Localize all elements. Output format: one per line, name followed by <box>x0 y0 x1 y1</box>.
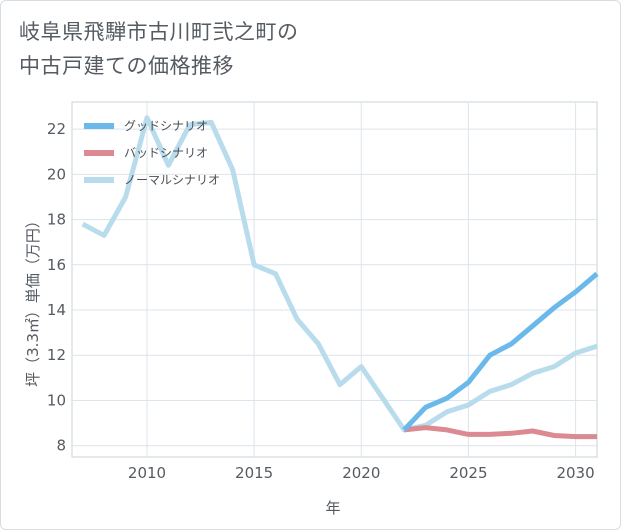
y-tick-label: 20 <box>47 165 66 183</box>
series-lines <box>81 115 599 440</box>
plot-area <box>71 101 598 458</box>
x-axis-label: 年 <box>325 499 340 517</box>
y-tick-label: 10 <box>47 391 66 409</box>
y-tick-label: 12 <box>47 346 66 364</box>
y-axis-label: 坪（3.3㎡）単価（万円） <box>24 213 42 387</box>
grid <box>71 101 598 458</box>
x-tick-label: 2010 <box>128 464 166 482</box>
y-tick-label: 18 <box>47 211 66 229</box>
series-line-0 <box>402 271 599 432</box>
chart-title-line-2: 中古戸建ての価格推移 <box>19 54 234 78</box>
chart-title-line-1: 岐阜県飛騨市古川町弐之町の <box>19 20 299 44</box>
x-tick-label: 2015 <box>235 464 273 482</box>
y-tick-label: 8 <box>56 437 66 455</box>
y-tick-label: 14 <box>47 301 66 319</box>
legend-label-0: グッドシナリオ <box>124 119 208 133</box>
chart-title: 岐阜県飛騨市古川町弐之町の 中古戸建ての価格推移 <box>19 15 299 83</box>
axes: 8 10 12 14 16 18 20 22 2010 2015 2020 2025 2030 <box>47 120 595 482</box>
y-tick-label: 22 <box>47 120 66 138</box>
series-line-2 <box>81 115 598 433</box>
legend-label-2: ノーマルシナリオ <box>124 173 220 187</box>
y-tick-label: 16 <box>47 256 66 274</box>
x-tick-label: 2030 <box>556 464 594 482</box>
x-tick-label: 2020 <box>342 464 380 482</box>
series-line-1 <box>403 425 597 440</box>
legend-label-1: バッドシナリオ <box>124 146 208 160</box>
x-tick-label: 2025 <box>449 464 487 482</box>
